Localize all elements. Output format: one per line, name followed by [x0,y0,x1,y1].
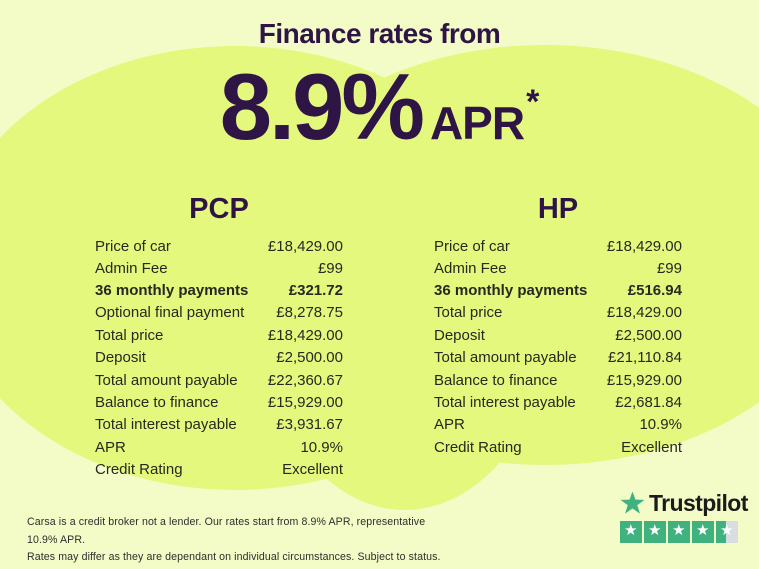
row-value: £2,500.00 [276,349,343,367]
hp-finance-table: Price of car £18,429.00 Admin Fee £99 36… [434,236,682,459]
row-label: Admin Fee [434,259,507,277]
decorative-circle-center [255,86,555,510]
disclaimer-line-1: Carsa is a credit broker not a lender. O… [27,516,426,546]
row-value: £18,429.00 [267,238,343,255]
row-value: Excellent [621,438,682,456]
table-row: Total interest payable £3,931.67 [95,414,343,436]
star-icon: ★ [648,522,662,540]
row-value: Excellent [282,461,343,479]
table-row: Price of car £18,429.00 [434,236,682,257]
row-label: Credit Rating [434,438,522,456]
row-value: £8,278.75 [276,304,343,322]
star-icon: ★ [624,522,638,540]
rate-value: 8.9% [219,54,425,159]
rate-asterisk: * [526,83,540,121]
legal-disclaimer: Carsa is a credit broker not a lender. O… [27,514,457,567]
row-value: £3,931.67 [276,416,343,434]
row-value: 10.9% [300,438,343,456]
row-label: APR [434,416,465,434]
row-label: Total amount payable [95,371,238,389]
table-row: Total amount payable £21,110.84 [434,347,682,369]
row-value: £18,429.00 [606,238,682,255]
row-label: Admin Fee [95,259,168,277]
row-label: Optional final payment [95,304,245,322]
headline-rate: 8.9% APR * [0,60,759,154]
row-label: Deposit [95,349,146,367]
row-value: £2,500.00 [615,326,682,344]
row-label: Total interest payable [95,416,237,434]
row-label: Balance to finance [95,394,219,412]
row-label: Deposit [434,326,485,344]
table-row: Balance to finance £15,929.00 [434,369,682,391]
table-row: Total interest payable £2,681.84 [434,391,682,413]
row-value: £99 [656,259,682,277]
table-row: Credit Rating Excellent [434,436,682,458]
row-value: £15,929.00 [606,371,682,389]
hp-header: HP [537,193,579,225]
table-row: Admin Fee £99 [434,257,682,279]
row-value: 10.9% [639,416,682,434]
trustpilot-star-box: ★ [692,521,714,543]
table-row: Total price £18,429.00 [95,324,343,346]
trustpilot-star-box: ★ [668,521,690,543]
table-row: Deposit £2,500.00 [95,347,343,369]
trustpilot-brand-text: Trustpilot [649,490,748,516]
trustpilot-star-box: ★ [644,521,666,543]
row-label: Total price [434,304,503,322]
row-label: Total interest payable [434,394,576,412]
row-label: Price of car [434,238,510,255]
row-value: £321.72 [288,282,343,300]
table-row: Total amount payable £22,360.67 [95,369,343,391]
page-title: Finance rates from [258,18,501,49]
star-icon: ★ [720,522,734,540]
disclaimer-line-2: Rates may differ as they are dependant o… [27,551,441,563]
trustpilot-star-box: ★ [620,521,642,543]
row-value: £22,360.67 [267,371,343,389]
star-icon: ★ [696,522,710,540]
row-value: £516.94 [627,282,682,300]
table-row: Admin Fee £99 [95,257,343,279]
pcp-header: PCP [189,193,249,225]
table-row: Optional final payment £8,278.75 [95,302,343,324]
row-value: £21,110.84 [608,349,682,367]
table-row: 36 monthly payments £516.94 [434,279,682,301]
table-row: Credit Rating Excellent [95,459,343,481]
row-value: £2,681.84 [615,394,682,412]
row-value: £18,429.00 [606,304,682,322]
table-row: Balance to finance £15,929.00 [95,391,343,413]
row-label: Price of car [95,238,171,255]
row-value: £18,429.00 [267,326,343,344]
table-row: APR 10.9% [95,436,343,458]
trustpilot-star-icon [620,491,645,514]
trustpilot-stars: ★ ★ ★ ★ ★ [620,521,748,543]
row-label: 36 monthly payments [95,282,249,300]
trustpilot-star-box: ★ [716,521,738,543]
row-label: Total amount payable [434,349,577,367]
rate-suffix: APR [429,97,525,149]
trustpilot-logo: Trustpilot [620,490,748,517]
row-value: £99 [317,259,343,277]
table-row: APR 10.9% [434,414,682,436]
row-label: Balance to finance [434,371,558,389]
row-label: Total price [95,326,164,344]
row-value: £15,929.00 [267,394,343,412]
trustpilot-badge: Trustpilot ★ ★ ★ ★ ★ [620,490,748,543]
row-label: Credit Rating [95,461,183,479]
row-label: 36 monthly payments [434,282,588,300]
table-row: 36 monthly payments £321.72 [95,279,343,301]
table-row: Price of car £18,429.00 [95,236,343,257]
table-row: Total price £18,429.00 [434,302,682,324]
pcp-finance-table: Price of car £18,429.00 Admin Fee £99 36… [95,236,343,481]
row-label: APR [95,438,126,456]
star-icon: ★ [672,522,686,540]
table-row: Deposit £2,500.00 [434,324,682,346]
